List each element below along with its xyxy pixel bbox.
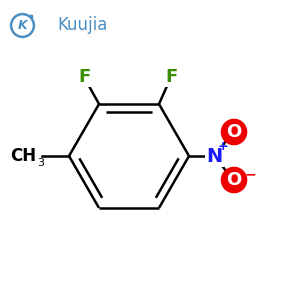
Text: CH: CH	[10, 147, 36, 165]
Text: N: N	[206, 146, 223, 166]
Circle shape	[221, 167, 247, 193]
Text: K: K	[18, 19, 27, 32]
Text: Kuujia: Kuujia	[57, 16, 107, 34]
Text: −: −	[245, 168, 256, 182]
Text: F: F	[78, 68, 90, 86]
Text: +: +	[218, 140, 228, 153]
Text: O: O	[226, 171, 242, 189]
Text: 3: 3	[38, 158, 44, 168]
Circle shape	[221, 119, 247, 145]
Text: O: O	[226, 123, 242, 141]
Text: F: F	[165, 68, 177, 86]
